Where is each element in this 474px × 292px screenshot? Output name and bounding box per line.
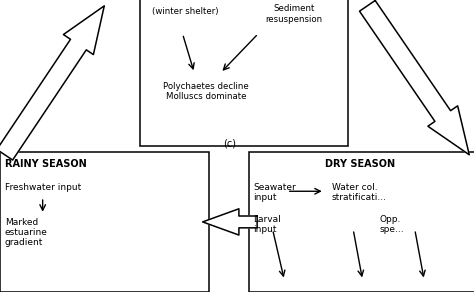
Bar [0, 152, 209, 292]
Polygon shape [359, 1, 469, 155]
Text: RAINY SEASON: RAINY SEASON [5, 159, 86, 169]
Bar [249, 152, 474, 292]
Text: Larval
input: Larval input [254, 215, 282, 234]
Polygon shape [202, 209, 257, 235]
Text: (c): (c) [223, 139, 237, 149]
Text: Opp.
spe...: Opp. spe... [379, 215, 404, 234]
Bar [140, 0, 348, 146]
Text: Freshwater input: Freshwater input [5, 182, 81, 192]
Text: Sediment
resuspension: Sediment resuspension [265, 4, 322, 24]
Text: Polychaetes decline
Molluscs dominate: Polychaetes decline Molluscs dominate [164, 82, 249, 101]
Text: Marked
estuarine
gradient: Marked estuarine gradient [5, 218, 47, 247]
Text: (winter shelter): (winter shelter) [152, 7, 218, 16]
Polygon shape [0, 6, 104, 160]
Text: DRY SEASON: DRY SEASON [325, 159, 395, 169]
Text: Seawater
input: Seawater input [254, 182, 296, 202]
Text: Water col.
stratificati...: Water col. stratificati... [332, 182, 387, 202]
